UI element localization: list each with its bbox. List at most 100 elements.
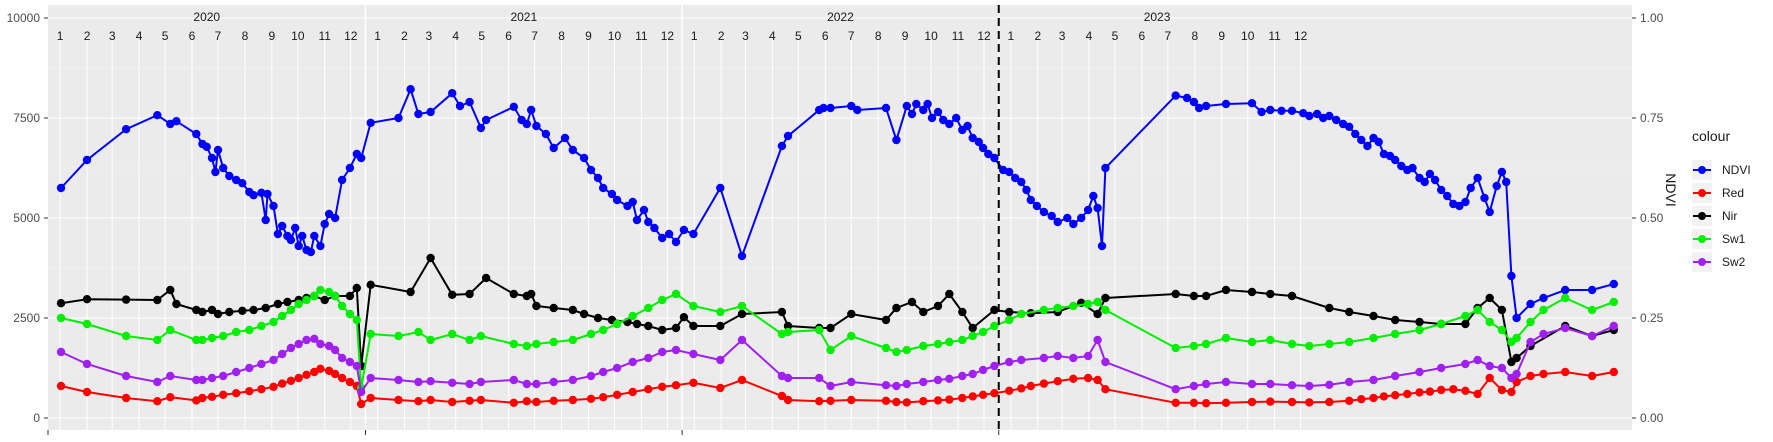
data-point — [1194, 103, 1204, 113]
month-label: 2 — [84, 29, 91, 43]
data-point — [1425, 387, 1435, 396]
month-label: 1 — [57, 29, 64, 43]
data-point — [211, 167, 220, 177]
data-point — [671, 345, 681, 355]
data-point — [1325, 303, 1334, 313]
data-point — [644, 217, 653, 227]
data-point — [1266, 289, 1275, 299]
data-point — [532, 379, 541, 389]
data-point — [1305, 111, 1314, 121]
data-point — [1561, 293, 1570, 303]
data-point — [357, 387, 366, 397]
data-point — [465, 289, 474, 299]
data-point — [316, 339, 325, 349]
month-label: 8 — [242, 29, 249, 43]
data-point — [1083, 205, 1093, 215]
data-point — [958, 393, 967, 403]
data-point — [919, 307, 928, 317]
data-point — [1526, 371, 1535, 381]
data-point — [172, 299, 181, 309]
month-label: 2 — [1034, 29, 1041, 43]
data-point — [166, 371, 175, 381]
data-point — [82, 387, 92, 397]
month-label: 9 — [585, 29, 592, 43]
data-point — [612, 195, 622, 205]
data-point — [945, 374, 954, 383]
data-point — [294, 299, 303, 309]
data-point — [658, 325, 667, 335]
data-point — [568, 305, 577, 315]
data-point — [990, 389, 999, 398]
data-point — [945, 395, 954, 404]
data-point — [737, 335, 747, 345]
data-point — [1053, 351, 1062, 361]
data-point — [1039, 207, 1049, 217]
month-label: 5 — [1112, 29, 1119, 43]
data-point — [689, 378, 698, 387]
month-label: 10 — [291, 29, 305, 43]
data-point — [1345, 377, 1354, 387]
data-point — [599, 325, 608, 335]
data-point — [1497, 325, 1507, 335]
data-point — [1201, 399, 1211, 408]
data-point — [1093, 309, 1102, 319]
data-point — [1461, 359, 1470, 369]
data-point — [426, 377, 435, 386]
data-point — [1437, 185, 1446, 195]
data-point — [1069, 219, 1078, 229]
data-point — [121, 125, 131, 134]
data-point — [549, 143, 558, 153]
data-point — [532, 121, 541, 131]
data-point — [847, 331, 856, 341]
data-point — [907, 297, 917, 307]
series-sw1 — [56, 285, 1619, 393]
data-point — [1357, 395, 1366, 404]
data-point — [892, 347, 901, 357]
year-label: 2020 — [193, 10, 220, 24]
data-point — [847, 309, 856, 319]
data-point — [294, 241, 303, 251]
data-point — [153, 295, 162, 305]
data-point — [232, 389, 241, 398]
data-point — [1026, 381, 1036, 391]
data-point — [1189, 97, 1199, 107]
data-point — [990, 153, 999, 163]
data-point — [632, 215, 642, 225]
data-point — [269, 382, 278, 391]
data-point — [1609, 321, 1619, 331]
data-point — [923, 99, 932, 109]
month-label: 5 — [162, 29, 169, 43]
data-point — [522, 119, 531, 129]
data-point — [1083, 299, 1093, 309]
year-label: 2022 — [827, 10, 854, 24]
data-point — [324, 287, 334, 297]
data-point — [509, 339, 518, 349]
legend-key-point — [1698, 166, 1706, 174]
data-point — [689, 349, 698, 359]
data-point — [881, 381, 891, 390]
data-point — [783, 373, 793, 383]
data-point — [1093, 335, 1102, 345]
data-point — [777, 307, 787, 317]
data-point — [273, 299, 283, 309]
month-label: 10 — [1241, 29, 1255, 43]
data-point — [847, 101, 856, 111]
data-point — [658, 295, 667, 305]
data-point — [783, 395, 793, 405]
data-point — [968, 331, 977, 341]
data-point — [881, 396, 891, 405]
data-point — [166, 325, 175, 335]
data-point — [628, 357, 637, 367]
data-point — [310, 334, 319, 343]
data-point — [232, 327, 241, 337]
data-point — [919, 341, 928, 351]
data-point — [82, 319, 92, 329]
data-point — [1512, 313, 1521, 323]
series-ndvi — [56, 85, 1619, 323]
data-point — [352, 283, 361, 293]
month-label: 1 — [691, 29, 698, 43]
month-label: 7 — [1165, 29, 1172, 43]
data-point — [612, 363, 622, 373]
y-tick-label-left: 7500 — [13, 111, 40, 125]
data-point — [198, 375, 207, 385]
